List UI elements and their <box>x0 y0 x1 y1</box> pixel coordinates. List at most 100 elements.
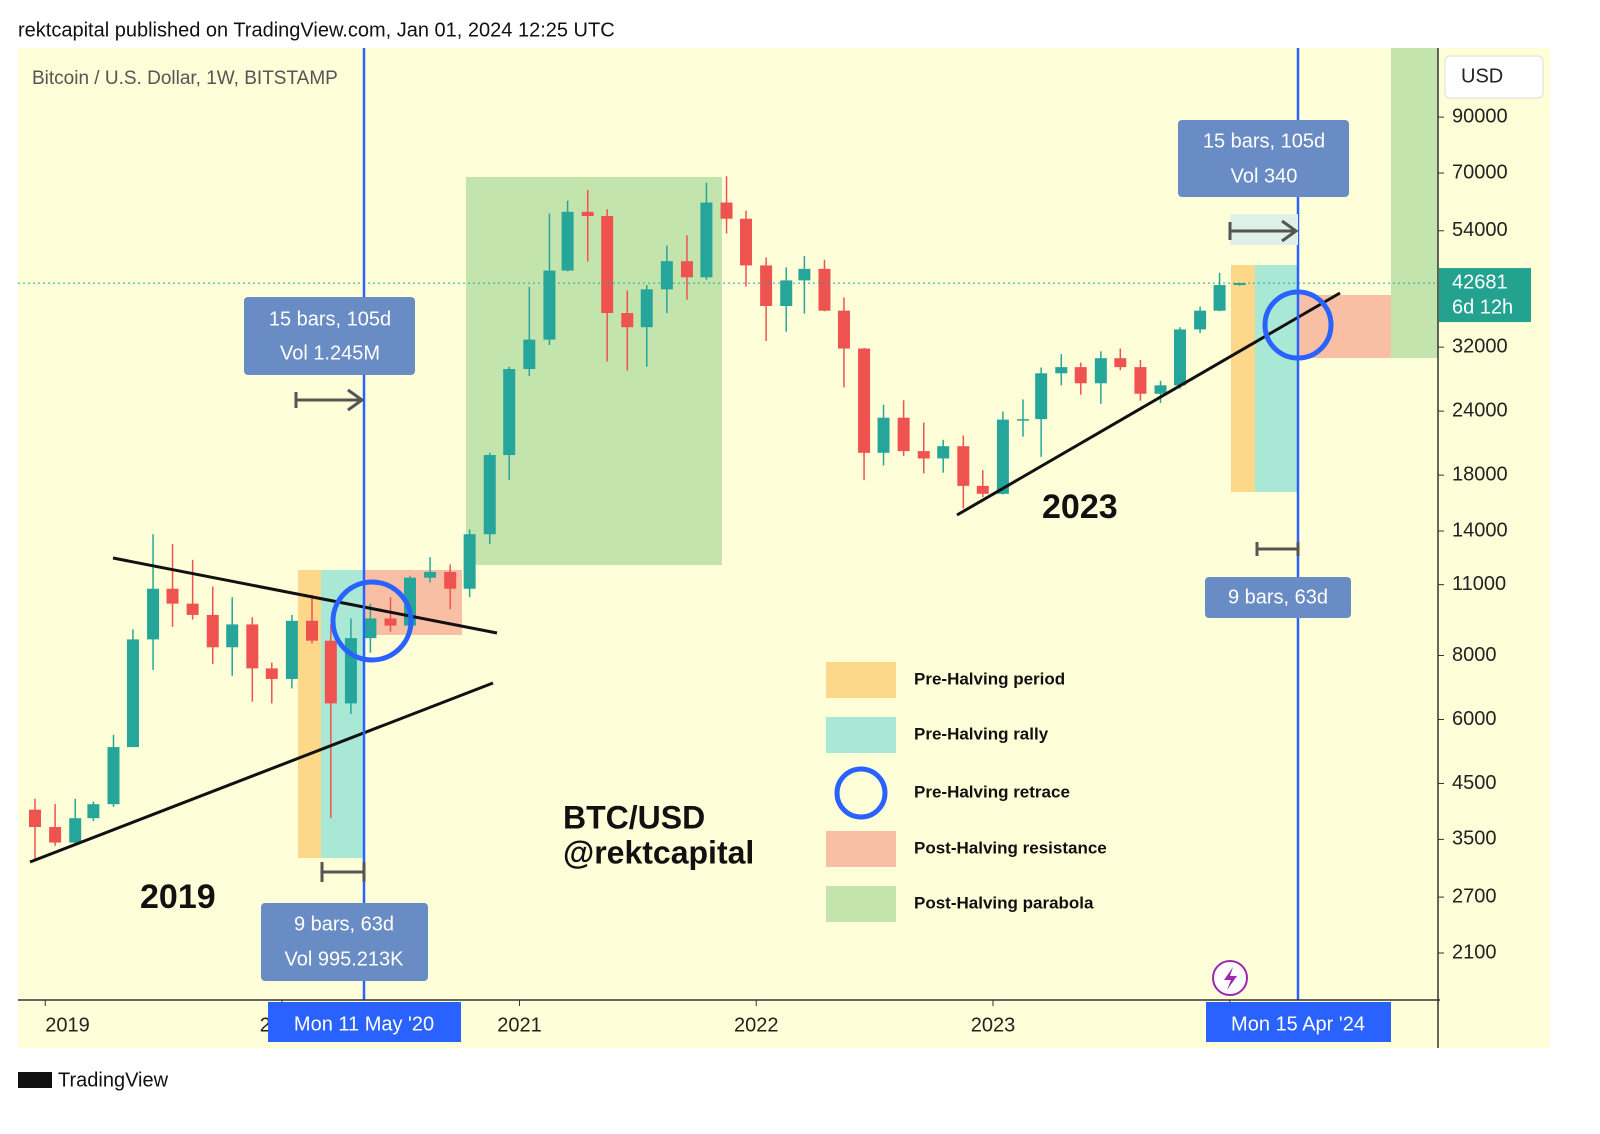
callout-text: 9 bars, 63d <box>1228 586 1328 608</box>
legend-swatch <box>826 886 896 922</box>
candle-body <box>49 827 62 843</box>
candle-body <box>877 417 890 453</box>
tv-logo <box>18 1072 52 1088</box>
date-label: Mon 11 May '20 <box>294 1013 434 1035</box>
candle-body <box>483 455 496 535</box>
candle-body <box>424 571 437 578</box>
candle-body <box>265 668 278 679</box>
callout-text: 9 bars, 63d <box>294 913 394 935</box>
candle-body <box>1035 373 1048 420</box>
callout-text: Vol 1.245M <box>280 342 380 364</box>
candle-body <box>1213 285 1226 311</box>
currency-button[interactable] <box>1444 55 1544 99</box>
last-price-box <box>1439 268 1531 323</box>
chart-bg <box>18 48 1550 1048</box>
legend-swatch <box>826 831 896 867</box>
candle-body <box>126 639 139 748</box>
candle-body <box>403 577 416 626</box>
candle-body <box>837 310 850 349</box>
candle-body <box>917 451 930 459</box>
y-tick-label: 70000 <box>1452 161 1508 183</box>
y-tick-label: 2100 <box>1452 941 1497 963</box>
watermark: BTC/USD <box>563 799 705 835</box>
candle-body <box>246 624 259 669</box>
callout-text: Vol 995.213K <box>285 948 405 970</box>
candle-body <box>581 211 594 217</box>
y-tick-label: 18000 <box>1452 463 1508 485</box>
candle-body <box>1134 367 1147 394</box>
candle-body <box>680 261 693 278</box>
candle-body <box>324 640 337 704</box>
trend-line <box>29 681 494 864</box>
x-tick-label: 2021 <box>497 1014 542 1036</box>
parabola-zone <box>1391 48 1438 358</box>
trend-line <box>112 556 498 635</box>
candle-body <box>523 339 536 370</box>
x-tick-label: 2022 <box>734 1014 779 1036</box>
candle-body <box>1017 419 1030 421</box>
last-price: 42681 <box>1452 271 1508 293</box>
y-tick-label: 24000 <box>1452 399 1508 421</box>
candle-body <box>1094 358 1107 384</box>
candle-body <box>147 588 160 640</box>
y-tick-label: 3500 <box>1452 828 1497 850</box>
year-label: 2023 <box>1042 488 1118 526</box>
y-tick-label: 14000 <box>1452 519 1508 541</box>
x-tick-label: 2019 <box>45 1014 90 1036</box>
header: rektcapital published on TradingView.com… <box>18 19 615 41</box>
callout-boxes <box>244 120 1351 981</box>
candle-body <box>621 313 634 328</box>
candle-body <box>69 818 82 843</box>
legend-label: Pre-Halving rally <box>914 724 1049 743</box>
candle-body <box>858 348 871 453</box>
y-tick-label: 90000 <box>1452 105 1508 127</box>
candle-body <box>780 280 793 307</box>
y-tick-label: 2700 <box>1452 885 1497 907</box>
legend-swatch <box>826 717 896 753</box>
countdown: 6d 12h <box>1452 296 1513 318</box>
y-tick-label: 11000 <box>1452 573 1506 595</box>
candle-body <box>798 268 811 281</box>
candle-body <box>996 419 1009 494</box>
candle-body <box>186 603 199 615</box>
date-label: Mon 15 Apr '24 <box>1231 1013 1365 1035</box>
measure-arrows <box>294 214 1300 882</box>
date-label-box <box>1206 1002 1391 1042</box>
y-tick-label: 54000 <box>1452 219 1508 241</box>
candle-body <box>937 446 950 459</box>
candle-body <box>543 270 556 340</box>
y-tick-label: 4500 <box>1452 772 1497 794</box>
candle-body <box>1055 367 1068 374</box>
legend-label: Post-Halving parabola <box>914 893 1094 912</box>
currency: USD <box>1461 65 1503 87</box>
candle-body <box>818 268 831 311</box>
candle-body <box>28 809 41 828</box>
rally-zone <box>321 570 364 858</box>
candle-body <box>285 620 298 679</box>
footer: TradingView <box>58 1069 169 1091</box>
year-label: 2019 <box>140 878 216 916</box>
period-zone <box>1231 265 1255 492</box>
period-zone <box>298 570 321 858</box>
y-tick-label: 6000 <box>1452 708 1497 730</box>
candle-body <box>206 614 219 648</box>
callout-text: 15 bars, 105d <box>1203 130 1325 152</box>
candle-body <box>306 620 319 641</box>
candle-body <box>107 747 120 805</box>
legend-label: Pre-Halving retrace <box>914 782 1070 801</box>
retrace-circle <box>1262 289 1334 361</box>
legend-label: Post-Halving resistance <box>914 838 1107 857</box>
resistance-zone <box>1297 295 1391 358</box>
y-tick-label: 8000 <box>1452 644 1497 666</box>
legend-swatch <box>834 766 888 820</box>
candle-body <box>1114 358 1127 368</box>
symbol-title: Bitcoin / U.S. Dollar, 1W, BITSTAMP <box>32 68 338 89</box>
candle-body <box>364 618 377 639</box>
candle-body <box>444 571 457 589</box>
candle-body <box>166 588 179 604</box>
callout-text: 15 bars, 105d <box>269 308 391 330</box>
candle-body <box>720 202 733 219</box>
legend-swatch <box>826 662 896 698</box>
legend-label: Pre-Halving period <box>914 669 1065 688</box>
